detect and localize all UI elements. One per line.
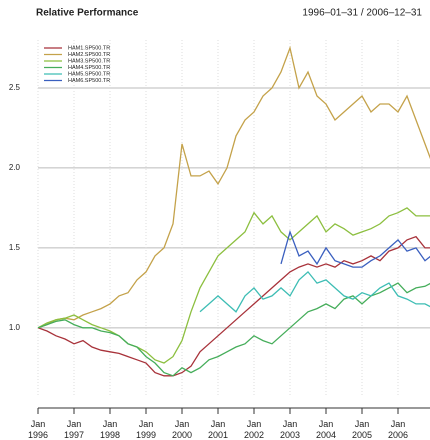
series-line <box>37 45 430 329</box>
legend-label: HAM2.SP500.TR <box>68 52 110 58</box>
x-tick-label: Jan 2002 <box>244 419 264 440</box>
x-tick-label: Jan 2000 <box>172 419 192 440</box>
series-line <box>37 282 430 377</box>
legend-label: HAM5.SP500.TR <box>68 71 110 77</box>
x-tick-label: Jan 2006 <box>388 419 408 440</box>
y-tick-label: 2.5 <box>9 83 21 92</box>
legend-label: HAM6.SP500.TR <box>68 78 110 84</box>
legend-label: HAM3.SP500.TR <box>68 58 110 64</box>
x-tick-label: Jan 2004 <box>316 419 336 440</box>
x-tick-label: Jan 2001 <box>208 419 228 440</box>
x-tick-label: Jan 1998 <box>100 419 120 440</box>
series-line <box>280 229 430 268</box>
series-line <box>37 235 430 377</box>
y-tick-label: 2.0 <box>9 163 21 172</box>
legend-label: HAM1.SP500.TR <box>68 45 110 51</box>
x-tick-label: Jan 1997 <box>64 419 84 440</box>
y-tick-label: 1.5 <box>9 243 21 252</box>
x-tick-label: Jan 2003 <box>280 419 300 440</box>
y-tick-label: 1.0 <box>9 323 21 332</box>
chart-title: Relative Performance <box>36 8 139 19</box>
x-tick-label: Jan 2005 <box>352 419 372 440</box>
series-line <box>199 270 430 313</box>
legend-label: HAM4.SP500.TR <box>68 65 110 71</box>
series-line <box>37 207 430 364</box>
x-tick-label: Jan 1996 <box>28 419 48 440</box>
chart-subtitle: 1996–01–31 / 2006–12–31 <box>302 8 422 19</box>
x-tick-label: Jan 1999 <box>136 419 156 440</box>
